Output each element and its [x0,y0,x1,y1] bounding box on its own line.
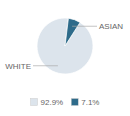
legend-label: 92.9% [41,98,64,107]
leader-line [72,26,97,27]
slice-label: WHITE [5,62,31,71]
pie-slice [65,18,80,46]
legend-swatch [31,99,38,106]
legend-item: 92.9% [31,98,64,107]
chart-svg: WHITE ASIAN 92.9% 7.1% [0,0,130,116]
legend: 92.9% 7.1% [31,98,100,107]
legend-label: 7.1% [81,98,99,107]
slice-label: ASIAN [99,22,123,31]
legend-swatch [71,99,78,106]
leader-line [33,65,58,66]
chart-container: WHITE ASIAN 92.9% 7.1% [0,0,130,116]
legend-item: 7.1% [71,98,99,107]
slice-labels: WHITE ASIAN [5,22,123,71]
